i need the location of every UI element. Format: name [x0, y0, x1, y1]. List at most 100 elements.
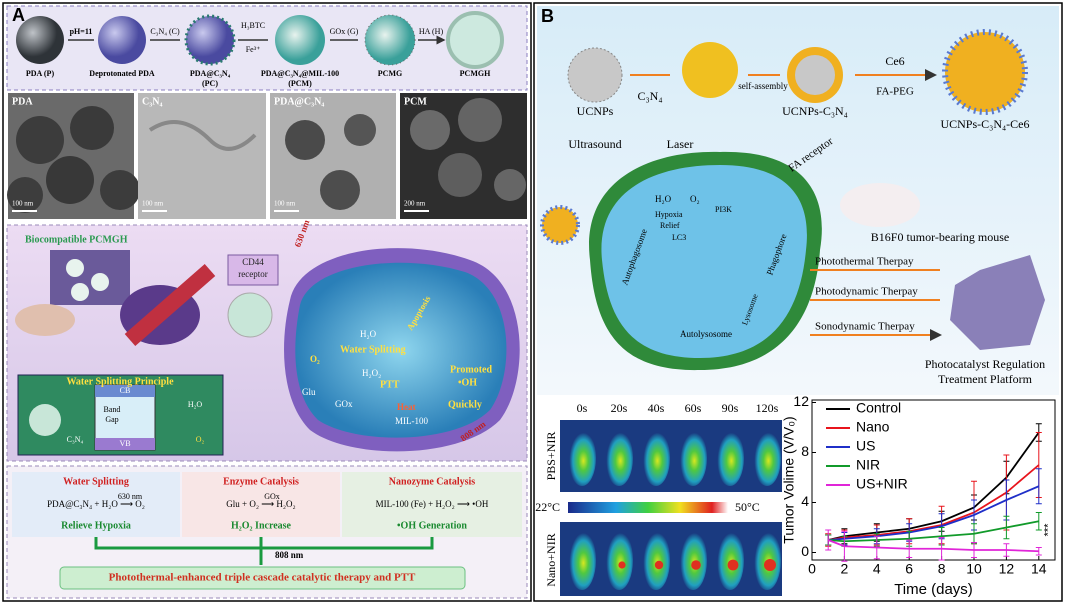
synthesis-spheres	[16, 11, 504, 69]
thermal-mouse	[605, 430, 633, 486]
summary-cell	[342, 472, 522, 537]
x-tick-label: 6	[905, 561, 913, 577]
mechanism-label: GOx	[335, 399, 353, 409]
legend-label: US+NIR	[856, 476, 908, 492]
time-label: 60s	[685, 401, 702, 415]
series-line	[827, 431, 1040, 541]
cell-label: Relief	[660, 221, 680, 230]
therapy: Sonodynamic Therpay	[815, 321, 915, 333]
thermal-mouse	[716, 430, 744, 486]
series-line	[828, 485, 1040, 541]
x-tick-label: 12	[999, 561, 1015, 577]
panel-letter: A	[12, 5, 25, 25]
reagent: H₃BTC	[241, 21, 265, 30]
reagent: C₃N₄ (C)	[150, 27, 180, 36]
hot-spot	[764, 559, 776, 571]
synthesis-label: Ce6	[885, 54, 904, 68]
significance: ***	[1043, 523, 1055, 537]
principle-label: Gap	[105, 415, 118, 424]
scale-bar: 100 nm	[142, 200, 164, 208]
thermal-mouse	[753, 430, 781, 486]
tem-label: PDA	[12, 96, 33, 107]
x-axis-title: Time (days)	[894, 581, 973, 598]
time-label: 90s	[722, 401, 739, 415]
synthesis-label: self-assembly	[738, 81, 788, 91]
tem-images	[7, 93, 527, 219]
x-tick-label: 2	[841, 561, 849, 577]
mechanism-label: Quickly	[448, 399, 482, 410]
reagent: pH=11	[70, 27, 93, 36]
mechanism-label: PTT	[380, 379, 400, 390]
cell-label: LC3	[672, 233, 686, 242]
product-label: (PCM)	[288, 79, 312, 88]
summary-connector	[94, 537, 434, 565]
summary-result: H₂O₂ Increase	[231, 520, 292, 531]
principle-label: CB	[120, 386, 131, 395]
thermal-mouse	[716, 530, 744, 590]
summary-equation: Glu + O₂ ⟶ H₂O₂	[226, 499, 295, 509]
scale-bar: 100 nm	[12, 200, 34, 208]
series-line	[827, 539, 1039, 553]
scale-bar: 100 nm	[274, 200, 296, 208]
legend-label: US	[856, 438, 875, 454]
summary-condition: 630 nm	[118, 492, 143, 501]
mechanism-label: H₂O	[360, 329, 377, 339]
thermal-mouse	[568, 530, 596, 590]
therapy: Photodynamic Therpay	[815, 286, 918, 298]
conclusion: Photothermal-enhanced triple cascade cat…	[109, 572, 416, 584]
summary-trigger: 808 nm	[275, 550, 304, 560]
series-line	[828, 464, 1040, 541]
cell-label: O₂	[690, 194, 700, 204]
group-label: PBS+NIR	[544, 432, 558, 481]
platform: Treatment Platform	[938, 372, 1033, 386]
hot-spot	[618, 561, 626, 569]
summary-result: •OH Generation	[397, 520, 467, 531]
product-label: Deprotonated PDA	[89, 69, 155, 78]
summary-equation: MIL-100 (Fe) + H₂O₂ ⟶ •OH	[376, 499, 489, 509]
mechanism-label: Water Splitting	[340, 344, 406, 355]
scale-label: 22°C	[535, 500, 560, 514]
synthesis-label: UCNPs	[577, 104, 614, 118]
summary-cell	[182, 472, 340, 537]
tem-label: C₃N₄	[142, 96, 162, 107]
summary-result: Relieve Hypoxia	[61, 520, 131, 531]
thermal-mouse	[642, 430, 670, 486]
summary-title: Enzyme Catalysis	[223, 476, 299, 487]
product-label: PCMG	[378, 69, 402, 78]
conclusion-box	[59, 566, 466, 590]
synthesis-label: UCNPs-C₃N₄	[782, 104, 848, 118]
time-label: 120s	[756, 401, 779, 415]
thermal-images: 0s 20s 40s 60s 90s 120s	[540, 398, 785, 598]
cell-label: Ultrasound	[568, 137, 621, 151]
summary-equation: PDA@C₃N₄ + H₂O ⟶ O₂	[47, 499, 145, 509]
group-label: Nano+NIR	[544, 533, 558, 586]
mechanism-label: Glu	[302, 387, 316, 397]
principle-label: C₃N₄	[67, 435, 84, 444]
mechanism-label: H₂O₂	[362, 368, 381, 378]
y-tick-label: 0	[801, 543, 809, 559]
product-label: (PC)	[202, 79, 218, 88]
mechanism-label: Heat	[397, 402, 416, 412]
panel-b-art	[540, 29, 1045, 371]
y-axis-title: Tumor Volime (V/V₀)	[781, 416, 797, 543]
thermal-mouse	[679, 530, 707, 590]
cell-label: Autolysosome	[680, 329, 732, 339]
hot-spot	[691, 560, 701, 570]
panel-letter: B	[541, 6, 554, 26]
mechanism-label: •OH	[458, 377, 477, 388]
summary-title: Nanozyme Catalysis	[389, 476, 475, 487]
legend-label: Control	[856, 400, 901, 416]
synthesis-label: UCNPs-C₃N₄-Ce6	[940, 117, 1029, 131]
mechanism-label: CD44	[242, 257, 264, 267]
mechanism-label: O₂	[310, 354, 320, 364]
thermal-mouse	[642, 530, 670, 590]
mechanism-art	[15, 248, 520, 456]
cell-label: Hypoxia	[655, 210, 683, 219]
legend-label: Nano	[856, 419, 890, 435]
mechanism-label: receptor	[238, 269, 267, 279]
summary-title: Water Splitting	[63, 476, 129, 487]
series-line	[828, 520, 1039, 543]
x-tick-label: 4	[873, 561, 881, 577]
